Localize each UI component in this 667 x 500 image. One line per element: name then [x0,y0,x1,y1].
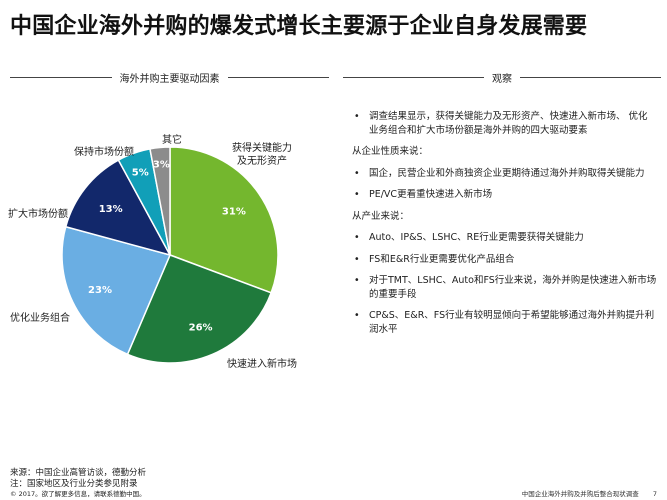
pie-slice [126,254,273,364]
slice-value-label: 3% [153,160,170,171]
bullet-icon: • [354,232,360,243]
observation-text: 国企，民营企业和外商独资企业更期待通过海外并购取得关键能力 [369,167,645,179]
pie-chart: 31% 获得关键能力及无形资产 26% 快速进入新市场 23% 优化业务组合 13% 扩大市场… [0,95,330,455]
section-header-label: 观察 [492,73,512,85]
copyright-text: © 2017。欲了解更多信息，请联系德勤中国。 [10,490,146,498]
observation-bullet: • 对于TMT、LSHC、Auto和FS行业来说，海外并购是快速进入新市场的重要手… [352,274,657,301]
observation-bullet: • 国企，民营企业和外商独资企业更期待通过海外并购取得关键能力 [352,167,657,181]
bullet-icon: • [354,253,360,265]
slice-category-label: 扩大市场份额 [8,207,68,220]
slice-value-label: 26% [189,323,213,334]
slice-value-label: 23% [88,285,112,296]
header-rule-left [10,76,112,78]
observation-text: 对于TMT、LSHC、Auto和FS行业来说，海外并购是快速进入新市场的重要手段 [369,275,657,300]
slice-value-label: 31% [222,207,246,218]
pie-slice [64,159,172,257]
observation-text: CP&S、E&R、FS行业有较明显倾向于希望能够通过海外并购提升利润水平 [369,310,655,335]
bullet-icon: • [354,111,360,122]
footnote: 注：国家地区及行业分类参见附录 [10,479,138,489]
observation-bullet: • FS和E&R行业更需要优化产品组合 [352,253,657,267]
bullet-icon: • [354,189,360,200]
bullet-icon: • [354,275,360,286]
observation-heading: 从产业来说： [352,210,410,222]
report-title: 中国企业海外并购及并购后整合现状调查 [521,490,639,498]
header-rule-right [520,76,661,78]
slice-category-label: 其它 [162,133,182,146]
slice-category-label: 获得关键能力及无形资产 [232,141,292,167]
slice-value-label: 13% [99,204,123,215]
header-rule-left [343,76,484,78]
slice-category-label: 保持市场份额 [74,145,134,158]
observation-bullet: • 调查结果显示，获得关键能力及无形资产、快速进入新市场、 优化业务组合和扩大市场… [352,110,657,137]
section-header-label: 海外并购主要驱动因素 [119,73,220,85]
observation-bullet: • CP&S、E&R、FS行业有较明显倾向于希望能够通过海外并购提升利润水平 [352,309,657,336]
pie-slice [61,225,172,356]
slice-category-label: 快速进入新市场 [227,357,297,370]
observation-text: Auto、IP&S、LSHC、RE行业更需要获得关键能力 [369,232,584,243]
slice-category-label: 优化业务组合 [10,311,70,324]
page-number: 7 [652,490,657,498]
slice-value-label: 5% [132,168,149,179]
observations-list: • 调查结果显示，获得关键能力及无形资产、快速进入新市场、 优化业务组合和扩大市场… [352,110,657,344]
observation-text: 调查结果显示，获得关键能力及无形资产、快速进入新市场、 优化业务组合和扩大市场份… [369,111,648,136]
observation-bullet: • PE/VC更看重快速进入新市场 [352,188,657,202]
bullet-icon: • [354,310,360,321]
observation-text: PE/VC更看重快速进入新市场 [369,189,493,200]
footer-right: 中国企业海外并购及并购后整合现状调查 7 [522,488,657,498]
pie-chart-svg: 31% 获得关键能力及无形资产 26% 快速进入新市场 23% 优化业务组合 13% 扩大市场… [8,133,297,370]
header-rule-right [227,76,329,78]
bullet-icon: • [354,167,360,179]
source-note: 来源：中国企业高管访谈，德勤分析 [10,468,147,478]
pie-slice [149,146,171,256]
observation-text: FS和E&R行业更需要优化产品组合 [369,253,515,265]
observation-heading: 从企业性质来说： [352,146,429,157]
section-header-drivers: 海外并购主要驱动因素 [10,70,329,85]
page-title: 中国企业海外并购的爆发式增长主要源于企业自身发展需要 [10,14,588,39]
section-header-observations: 观察 [343,70,661,85]
pie-slice [169,146,279,294]
observation-bullet: • Auto、IP&S、LSHC、RE行业更需要获得关键能力 [352,231,657,245]
